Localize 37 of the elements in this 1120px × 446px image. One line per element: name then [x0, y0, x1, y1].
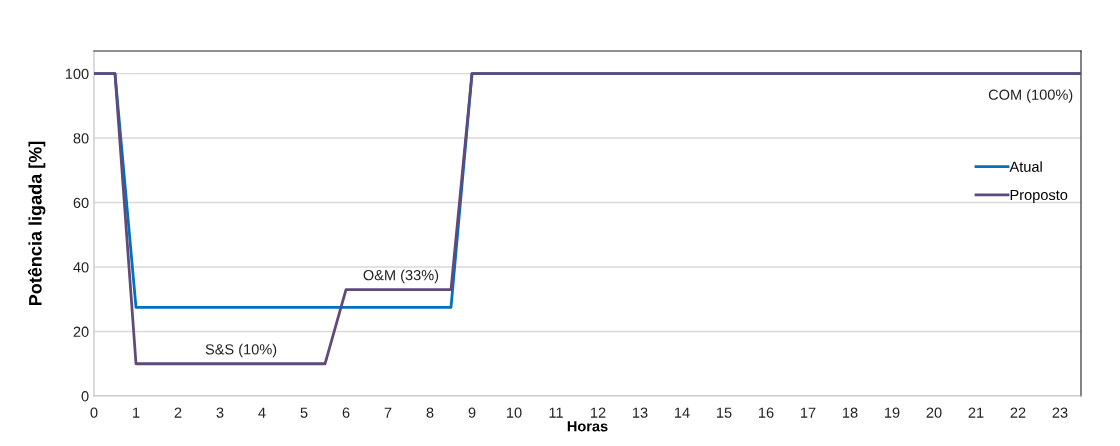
x-tick-label: 20: [926, 407, 942, 418]
x-tick-label: 7: [384, 407, 392, 418]
x-axis-title: Horas: [567, 421, 608, 432]
x-tick-label: 18: [843, 407, 858, 418]
annotation: COM (100%): [988, 89, 1073, 103]
x-tick-label: 3: [216, 407, 224, 418]
y-tick-label: 20: [73, 326, 89, 337]
x-tick-label: 6: [342, 407, 350, 418]
x-tick-label: 9: [468, 407, 476, 418]
legend-label: Proposto: [1010, 189, 1068, 203]
x-tick-label: 12: [591, 407, 606, 418]
x-tick-label: 10: [507, 407, 522, 418]
y-tick-label: 60: [73, 197, 89, 208]
x-tick-label: 16: [759, 407, 774, 418]
x-tick-label: 21: [968, 407, 984, 418]
x-tick-label: 22: [1010, 407, 1026, 418]
x-tick-label: 19: [885, 407, 900, 418]
y-tick-label: 40: [73, 262, 89, 273]
legend-label: Atual: [1009, 161, 1042, 172]
y-tick-label: 80: [73, 133, 89, 144]
y-tick-label: 0: [81, 391, 89, 402]
x-tick-label: 8: [426, 407, 434, 418]
x-tick-label: 2: [174, 407, 182, 418]
x-tick-label: 5: [300, 407, 308, 418]
x-tick-label: 17: [801, 407, 816, 418]
x-tick-label: 1: [133, 407, 140, 418]
x-tick-label: 4: [258, 407, 266, 418]
y-axis-title: Potência ligada [%]: [28, 141, 46, 306]
annotation: S&S (10%): [205, 343, 277, 358]
annotation: O&M (33%): [363, 269, 439, 284]
x-tick-label: 23: [1052, 407, 1068, 418]
y-tick-label: 100: [65, 68, 89, 79]
x-tick-label: 13: [633, 407, 648, 418]
x-tick-label: 15: [717, 407, 732, 418]
x-tick-label: 14: [675, 407, 690, 418]
x-tick-label: 11: [549, 407, 563, 418]
x-tick-label: 0: [90, 407, 98, 418]
